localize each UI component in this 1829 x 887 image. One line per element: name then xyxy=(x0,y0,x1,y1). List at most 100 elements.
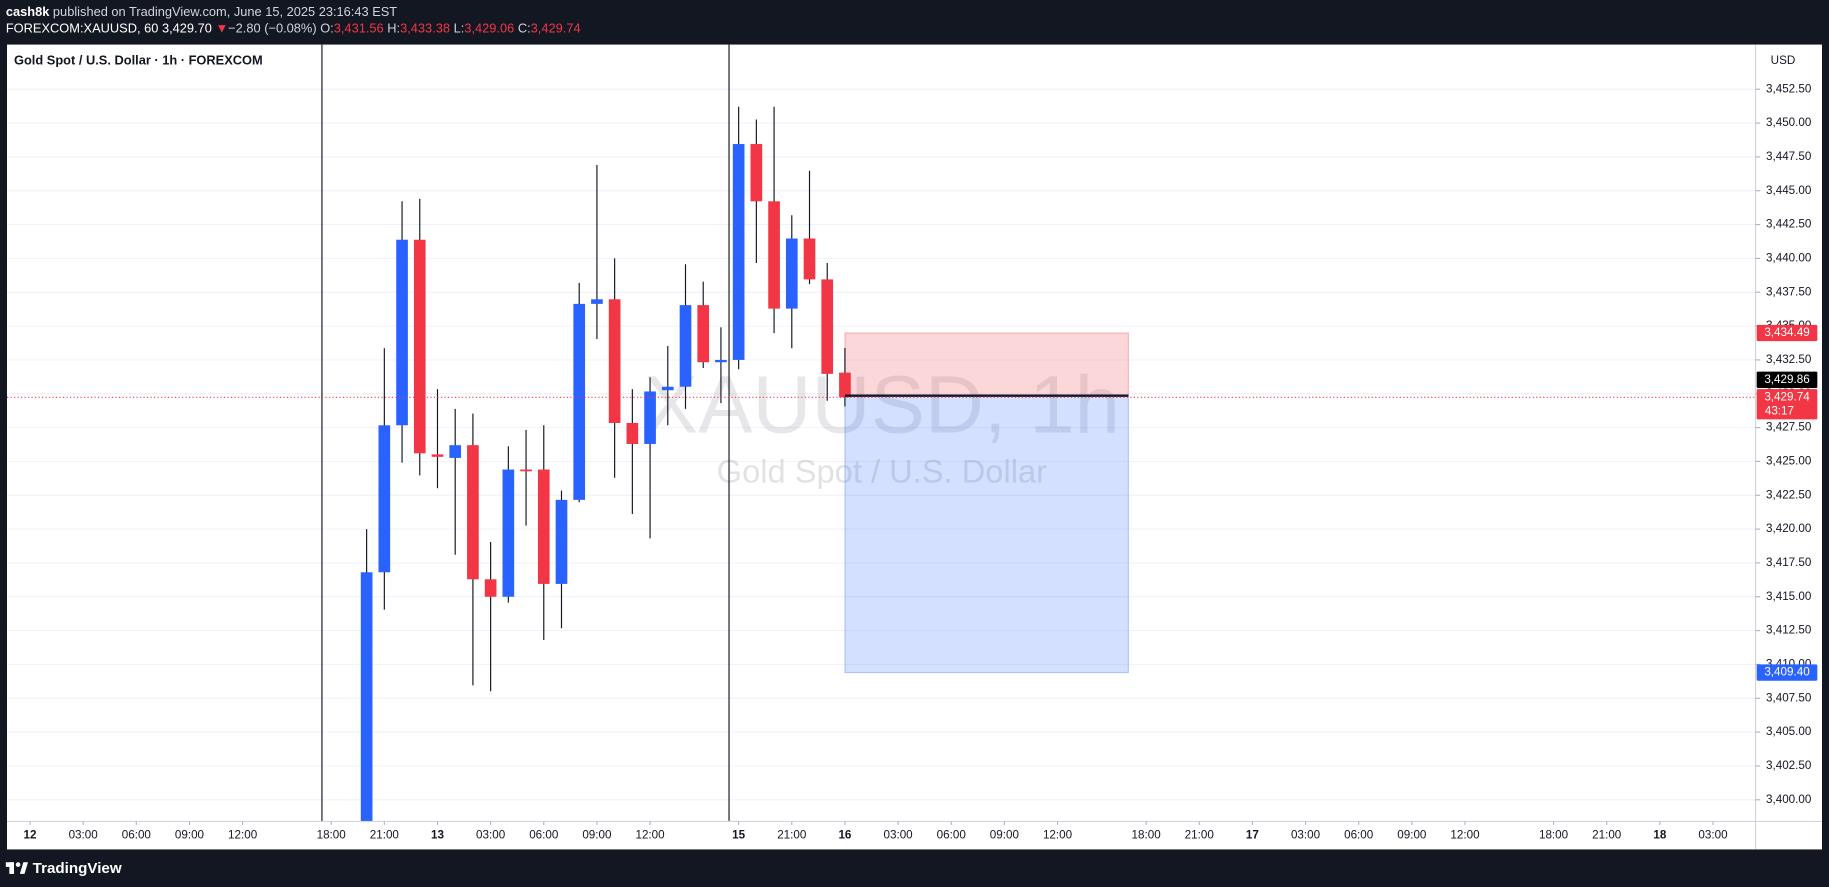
watermark-name: Gold Spot / U.S. Dollar xyxy=(717,452,1047,489)
header-line-2: FOREXCOM:XAUUSD, 60 3,429.70 ▼−2.80 (−0.… xyxy=(6,21,581,36)
x-tick-label: 03:00 xyxy=(1698,829,1728,842)
candle-body xyxy=(644,391,656,444)
x-tick-label: 16 xyxy=(838,829,851,842)
y-tick-label: 3,417.50 xyxy=(1766,556,1812,569)
ohlc-value: 3,429.06 xyxy=(464,21,514,36)
target-zone xyxy=(844,395,1129,674)
x-tick-label: 12:00 xyxy=(635,829,665,842)
x-tick-label: 21:00 xyxy=(777,829,807,842)
ohlc-value: 3,429.74 xyxy=(531,21,581,36)
axes: 3,400.003,402.503,405.003,407.503,410.00… xyxy=(24,82,1818,842)
currency: USD xyxy=(1771,54,1796,67)
price-label-box xyxy=(1756,371,1818,388)
candle-body xyxy=(413,239,426,454)
logo-shape xyxy=(15,862,21,867)
x-tick-label: 18:00 xyxy=(1539,829,1569,842)
candle-body xyxy=(467,445,479,580)
candle-body xyxy=(431,454,444,457)
x-tick-label: 09:00 xyxy=(990,829,1020,842)
price-label-box xyxy=(1756,324,1818,342)
symbol: FOREXCOM:XAUUSD, 60 xyxy=(6,21,159,36)
x-tick-label: 03:00 xyxy=(883,829,913,842)
x-tick-label: 18:00 xyxy=(317,829,347,842)
brand-name: TradingView xyxy=(33,860,122,877)
candle-body xyxy=(608,299,621,423)
candle-body xyxy=(697,305,710,363)
price-label: 3,429.86 xyxy=(1764,373,1809,386)
price-label: 3,409.40 xyxy=(1764,666,1810,679)
overlay xyxy=(6,394,1756,398)
x-tick-label: 03:00 xyxy=(476,829,506,842)
ohlc-label: H: xyxy=(387,21,400,36)
y-tick-label: 3,442.50 xyxy=(1766,218,1812,231)
x-tick-label: 18:00 xyxy=(1132,829,1162,842)
candle-body xyxy=(396,239,408,426)
x-tick-label: 21:00 xyxy=(1592,829,1622,842)
y-tick-label: 3,427.50 xyxy=(1766,421,1812,434)
x-tick-label: 12 xyxy=(24,829,37,842)
x-tick-label: 13 xyxy=(431,829,444,842)
x-tick-label: 09:00 xyxy=(582,829,612,842)
x-tick-label: 09:00 xyxy=(175,829,205,842)
x-tick-label: 21:00 xyxy=(1185,829,1215,842)
candle-body xyxy=(555,499,568,584)
change-arrow: ▼ xyxy=(215,21,228,36)
countdown: 43:17 xyxy=(1765,404,1794,417)
candle-body xyxy=(573,303,586,500)
y-tick-label: 3,407.50 xyxy=(1766,691,1812,704)
candle-body xyxy=(449,445,462,458)
candle-body xyxy=(785,238,798,309)
y-tick-label: 3,402.50 xyxy=(1766,759,1812,772)
y-tick-label: 3,445.00 xyxy=(1766,184,1812,197)
candle-body xyxy=(821,279,834,374)
candle-body xyxy=(768,201,780,309)
x-tick-label: 21:00 xyxy=(370,829,400,842)
x-tick-label: 18 xyxy=(1653,829,1666,842)
y-tick-label: 3,425.00 xyxy=(1766,455,1812,468)
price-label: 3,429.74 xyxy=(1764,390,1810,403)
published: published on TradingView.com, June 15, 2… xyxy=(53,4,397,19)
candle-body xyxy=(839,372,851,398)
y-tick-label: 3,422.50 xyxy=(1766,488,1812,501)
y-tick-label: 3,405.00 xyxy=(1766,725,1812,738)
x-tick-label: 06:00 xyxy=(1344,829,1374,842)
y-tick-label: 3,440.00 xyxy=(1766,251,1812,264)
candles xyxy=(360,106,851,822)
last-price: 3,429.70 xyxy=(162,21,212,36)
position-tool xyxy=(844,332,1129,674)
y-tick-label: 3,415.00 xyxy=(1766,590,1812,603)
watermark-symbol: XAUUSD, 1h xyxy=(644,359,1120,450)
candle-body xyxy=(537,469,550,584)
x-tick-label: 06:00 xyxy=(937,829,967,842)
ohlc-label: C: xyxy=(518,21,531,36)
candle-body xyxy=(520,469,532,472)
price-label: 3,434.49 xyxy=(1764,326,1809,339)
y-tick-label: 3,450.00 xyxy=(1766,116,1812,129)
change: −2.80 (−0.08%) xyxy=(228,21,316,36)
logo-shape xyxy=(19,862,28,874)
y-tick-label: 3,447.50 xyxy=(1766,150,1812,163)
x-tick-label: 12:00 xyxy=(1043,829,1073,842)
y-tick-label: 3,432.50 xyxy=(1766,353,1812,366)
x-tick-label: 12:00 xyxy=(228,829,258,842)
stop-zone xyxy=(844,332,1129,397)
x-tick-label: 15 xyxy=(732,829,745,842)
y-tick-label: 3,437.50 xyxy=(1766,285,1812,298)
x-tick-label: 03:00 xyxy=(1291,829,1321,842)
chart-area xyxy=(6,44,1823,850)
candle-body xyxy=(484,579,497,597)
candle-body xyxy=(750,144,763,202)
y-tick-label: 3,420.00 xyxy=(1766,522,1812,535)
x-tick-label: 06:00 xyxy=(529,829,559,842)
ohlc-label: L: xyxy=(454,21,465,36)
ohlc-value: 3,431.56 xyxy=(334,21,384,36)
candle-body xyxy=(591,299,603,304)
price-label-box xyxy=(1756,389,1818,420)
y-tick-label: 3,412.50 xyxy=(1766,624,1812,637)
x-tick-label: 09:00 xyxy=(1397,829,1427,842)
candle-body xyxy=(502,469,515,597)
brand-logo: TradingView xyxy=(5,860,122,877)
candle-body xyxy=(803,238,816,280)
